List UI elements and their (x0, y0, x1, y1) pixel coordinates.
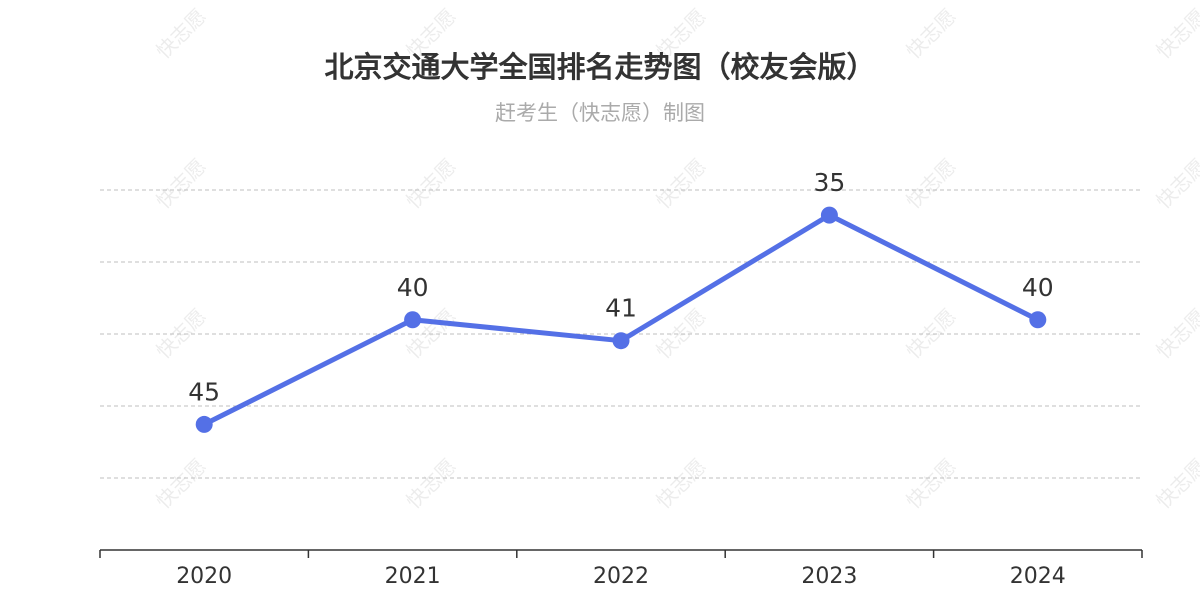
data-label: 41 (605, 294, 637, 323)
x-tick-label: 2020 (176, 564, 232, 589)
x-axis: 2020 2021 2022 2023 2024 (99, 549, 1143, 589)
data-labels: 45 40 41 35 40 (188, 168, 1053, 406)
data-points (195, 206, 1047, 433)
data-label: 40 (397, 273, 429, 302)
data-point (820, 206, 838, 224)
x-tick-label: 2021 (385, 564, 441, 589)
data-point (1029, 311, 1047, 329)
data-label: 35 (813, 168, 845, 197)
chart-subtitle: 赶考生（快志愿）制图 (495, 101, 705, 125)
data-point (404, 311, 422, 329)
grid-lines (100, 189, 1142, 479)
x-tick-label: 2022 (593, 564, 649, 589)
data-label: 45 (188, 377, 220, 406)
x-tick-label: 2023 (801, 564, 857, 589)
chart-title: 北京交通大学全国排名走势图（校友会版） (324, 50, 876, 84)
data-point (612, 332, 630, 350)
x-tick-label: 2024 (1010, 564, 1066, 589)
data-label: 40 (1022, 273, 1054, 302)
data-point (195, 415, 213, 433)
